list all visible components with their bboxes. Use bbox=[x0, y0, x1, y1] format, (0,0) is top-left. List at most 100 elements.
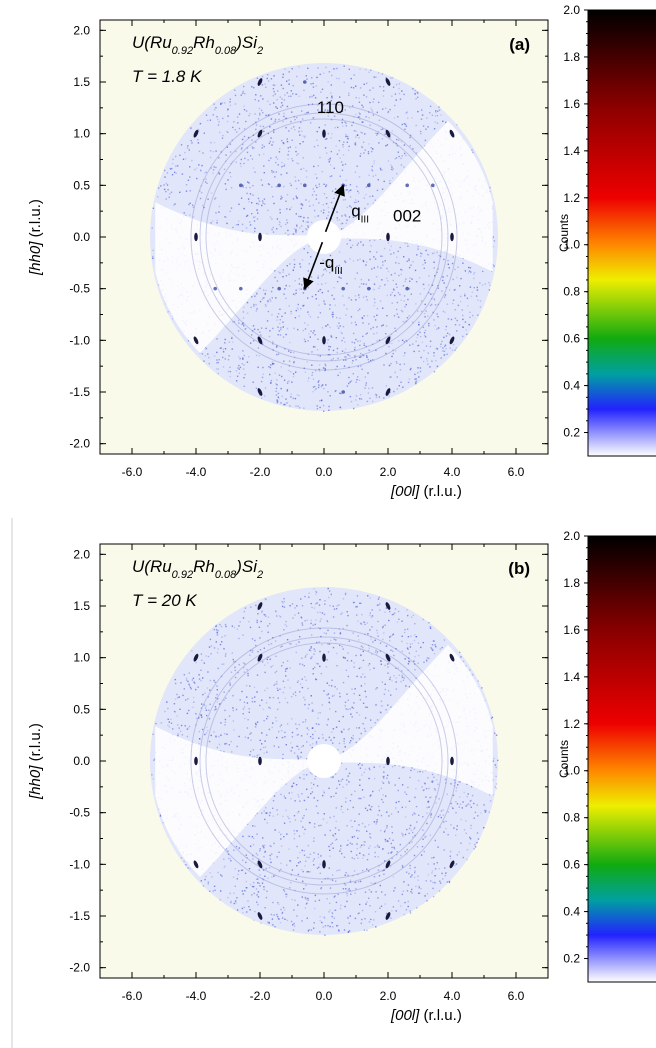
speckle-dot bbox=[344, 214, 346, 216]
speckle-dot bbox=[217, 871, 219, 874]
speckle-dot bbox=[423, 283, 425, 286]
speckle-dot bbox=[490, 717, 492, 720]
speckle-dot bbox=[405, 303, 407, 306]
speckle-dot bbox=[327, 115, 329, 117]
speckle-dot bbox=[244, 717, 246, 720]
speckle-dot bbox=[243, 325, 245, 327]
speckle-dot bbox=[282, 76, 284, 78]
speckle-dot bbox=[192, 696, 195, 699]
speckle-dot bbox=[273, 102, 275, 104]
speckle-dot bbox=[329, 254, 332, 257]
speckle-dot bbox=[242, 90, 244, 93]
speckle-dot bbox=[276, 379, 278, 381]
speckle-dot bbox=[358, 213, 361, 215]
speckle-dot bbox=[285, 398, 287, 400]
speckle-dot bbox=[361, 909, 364, 912]
speckle-dot bbox=[301, 225, 303, 227]
speckle-dot bbox=[259, 850, 261, 852]
speckle-dot bbox=[365, 384, 367, 386]
speckle-dot bbox=[204, 181, 207, 183]
speckle-dot bbox=[288, 150, 290, 153]
speckle-dot bbox=[440, 114, 442, 116]
speckle-dot bbox=[250, 732, 252, 734]
speckle-dot bbox=[339, 325, 341, 327]
speckle-dot bbox=[270, 382, 272, 384]
speckle-dot bbox=[408, 657, 410, 659]
speckle-dot bbox=[384, 284, 386, 286]
speckle-dot bbox=[215, 708, 217, 710]
speckle-dot bbox=[385, 811, 388, 813]
speckle-dot bbox=[370, 147, 372, 149]
speckle-dot bbox=[233, 320, 236, 323]
speckle-dot bbox=[329, 175, 331, 178]
speckle-dot bbox=[447, 259, 449, 262]
q-vector-label: qIII bbox=[351, 201, 369, 225]
speckle-dot bbox=[347, 917, 349, 919]
speckle-dot bbox=[269, 126, 271, 128]
speckle-dot bbox=[378, 596, 380, 598]
speckle-dot bbox=[265, 702, 268, 704]
speckle-dot bbox=[209, 150, 212, 152]
speckle-dot bbox=[383, 247, 386, 250]
speckle-dot bbox=[358, 97, 360, 99]
speckle-dot bbox=[272, 95, 274, 97]
speckle-dot bbox=[227, 115, 229, 117]
speckle-dot bbox=[417, 662, 419, 664]
speckle-dot bbox=[413, 828, 415, 830]
speckle-dot bbox=[393, 675, 395, 677]
speckle-dot bbox=[379, 650, 382, 652]
speckle-dot bbox=[242, 893, 244, 895]
speckle-dot bbox=[218, 735, 220, 738]
speckle-dot bbox=[280, 387, 282, 390]
speckle-dot bbox=[433, 640, 435, 642]
speckle-dot bbox=[324, 364, 327, 367]
speckle-dot bbox=[314, 389, 316, 391]
speckle-dot bbox=[303, 367, 305, 369]
speckle-dot bbox=[318, 723, 320, 726]
speckle-dot bbox=[358, 727, 360, 729]
speckle-dot bbox=[209, 119, 212, 121]
speckle-dot bbox=[415, 677, 417, 679]
speckle-dot bbox=[402, 679, 405, 681]
speckle-dot bbox=[353, 693, 355, 695]
speckle-dot bbox=[418, 350, 420, 352]
speckle-dot bbox=[237, 223, 239, 226]
speckle-dot bbox=[261, 661, 264, 663]
speckle-dot bbox=[394, 887, 396, 889]
speckle-dot bbox=[304, 865, 306, 867]
speckle-dot bbox=[251, 158, 254, 160]
colorbar-tick-label: 0.8 bbox=[563, 285, 580, 299]
speckle-dot bbox=[247, 136, 250, 139]
speckle-dot bbox=[225, 625, 227, 628]
speckle-dot bbox=[315, 194, 318, 196]
speckle-dot bbox=[254, 701, 256, 703]
speckle-dot bbox=[437, 774, 440, 776]
speckle-dot bbox=[398, 777, 400, 779]
speckle-dot bbox=[311, 194, 314, 196]
speckle-dot bbox=[330, 335, 332, 337]
speckle-dot bbox=[364, 133, 366, 135]
speckle-dot bbox=[259, 739, 261, 742]
speckle-dot bbox=[309, 336, 311, 338]
speckle-dot bbox=[286, 219, 288, 221]
speckle-dot bbox=[248, 620, 250, 623]
speckle-dot bbox=[207, 353, 209, 355]
speckle-dot bbox=[429, 345, 432, 348]
speckle-dot bbox=[437, 783, 439, 785]
speckle-dot bbox=[385, 352, 387, 355]
speckle-dot bbox=[297, 755, 299, 758]
speckle-dot bbox=[262, 366, 264, 368]
speckle-dot bbox=[395, 262, 397, 264]
speckle-dot bbox=[189, 868, 191, 870]
speckle-dot bbox=[320, 210, 322, 212]
speckle-dot bbox=[345, 314, 347, 316]
speckle-dot bbox=[408, 259, 410, 262]
speckle-dot bbox=[354, 355, 356, 357]
speckle-dot bbox=[175, 165, 177, 167]
speckle-dot bbox=[352, 373, 354, 375]
speckle-dot bbox=[386, 811, 388, 814]
speckle-dot bbox=[222, 134, 224, 137]
speckle-dot bbox=[234, 103, 237, 105]
speckle-dot bbox=[292, 233, 295, 235]
speckle-dot bbox=[420, 887, 422, 890]
